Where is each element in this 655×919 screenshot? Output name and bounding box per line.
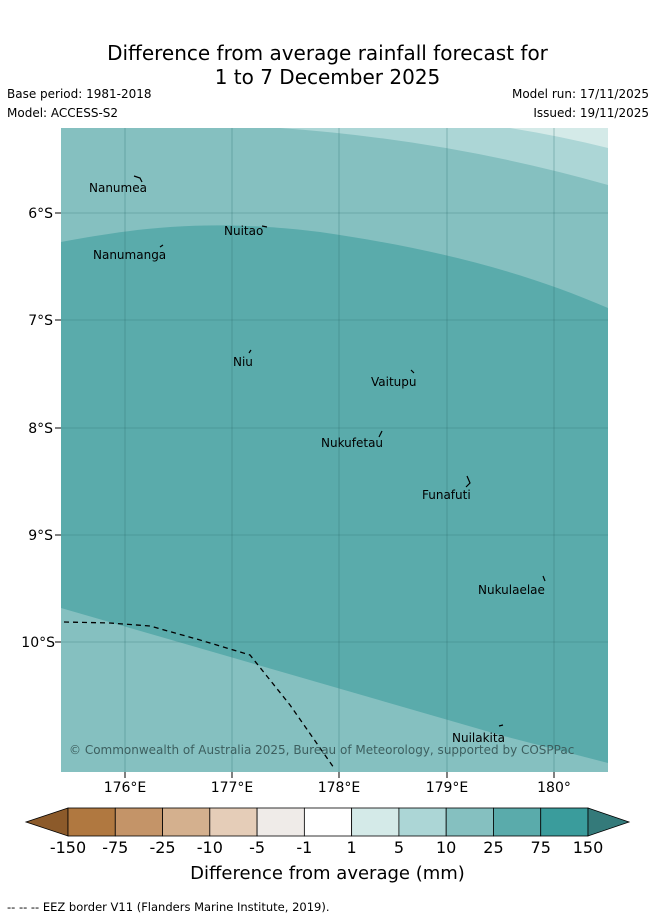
island-nuitao (261, 225, 268, 228)
place-label: Funafuti (422, 488, 471, 502)
colorbar-extend-low (24, 807, 69, 837)
colorbar-tick-label: 75 (531, 838, 551, 857)
colorbar-segment (162, 807, 211, 837)
model-name: Model: ACCESS-S2 (7, 106, 119, 120)
colorbar-segment (114, 807, 163, 837)
lon-label: 177°E (211, 780, 254, 796)
place-label: Nukulaelae (478, 583, 545, 597)
colorbar-tick-label: -1 (296, 838, 312, 857)
colorbar-tick-label: 10 (436, 838, 456, 857)
place-label: Nuilakita (452, 731, 505, 745)
chart-title-line1: Difference from average rainfall forecas… (107, 41, 548, 65)
latitude-axis: 6°S 7°S 8°S 9°S 10°S (21, 206, 61, 651)
lat-label: 7°S (28, 313, 53, 329)
lon-label: 180° (537, 780, 571, 796)
colorbar-segment (67, 807, 116, 837)
lat-label: 6°S (28, 206, 53, 222)
colorbar-segment (351, 807, 400, 837)
colorbar-tick-label: -10 (197, 838, 223, 857)
colorbar-tick-label: 150 (573, 838, 604, 857)
copyright-notice: © Commonwealth of Australia 2025, Bureau… (69, 743, 574, 757)
island-nanumea (133, 175, 143, 183)
place-label: Vaitupu (371, 375, 417, 389)
island-shapes (133, 175, 546, 727)
place-label: Nanumanga (93, 248, 166, 262)
island-nukufetau (378, 430, 383, 438)
lon-label: 176°E (104, 780, 147, 796)
issued-date: Issued: 19/11/2025 (533, 106, 649, 120)
place-label: Nanumea (89, 181, 147, 195)
colorbar-segment (540, 807, 589, 837)
island-niu (248, 349, 252, 354)
colorbar-tick-label: -75 (102, 838, 128, 857)
place-label: Nuitao (224, 224, 263, 238)
colorbar-tick-label: -5 (249, 838, 265, 857)
island-vaitupu (410, 369, 415, 374)
island-nuilakita (498, 724, 504, 727)
colorbar-tick-label: -150 (50, 838, 86, 857)
band-5-10-top (280, 128, 608, 185)
eez-border (63, 621, 335, 769)
band-25-75 (61, 225, 608, 764)
graticule (61, 128, 608, 772)
eez-legend-note: -- -- -- EEZ border V11 (Flanders Marine… (7, 900, 330, 914)
place-labels: Nanumea Nuitao Nanumanga Niu Vaitupu Nuk… (89, 181, 545, 745)
map-field: Nanumea Nuitao Nanumanga Niu Vaitupu Nuk… (61, 128, 608, 772)
band-1-5-top (510, 128, 608, 148)
island-nanumanga (159, 244, 164, 248)
place-label: Niu (233, 355, 253, 369)
colorbar-segment (493, 807, 542, 837)
colorbar-segment (209, 807, 258, 837)
lon-label: 179°E (426, 780, 469, 796)
island-funafuti (465, 475, 471, 488)
colorbar-segment (445, 807, 494, 837)
colorbar-extend-high (587, 807, 631, 837)
colorbar-segment (398, 807, 447, 837)
lat-label: 10°S (21, 635, 55, 651)
colorbar-segment (303, 807, 353, 837)
longitude-axis: 176°E 177°E 178°E 179°E 180° (104, 772, 571, 796)
lat-label: 8°S (28, 421, 53, 437)
colorbar-tick-label: -25 (149, 838, 175, 857)
colorbar-segment (256, 807, 305, 837)
chart-title-line2: 1 to 7 December 2025 (214, 65, 441, 89)
island-nukulaelae (542, 575, 546, 582)
place-label: Nukufetau (321, 436, 383, 450)
colorbar-title: Difference from average (mm) (190, 863, 465, 884)
colorbar-tick-label: 25 (483, 838, 503, 857)
colorbar: -150 -75 -25 -10 -5 -1 1 5 10 25 75 150 (24, 807, 631, 857)
lat-label: 9°S (28, 528, 53, 544)
base-period: Base period: 1981-2018 (7, 87, 152, 101)
model-run: Model run: 17/11/2025 (511, 87, 649, 101)
lon-label: 178°E (318, 780, 361, 796)
colorbar-tick-label: 5 (394, 838, 404, 857)
colorbar-tick-label: 1 (347, 838, 357, 857)
